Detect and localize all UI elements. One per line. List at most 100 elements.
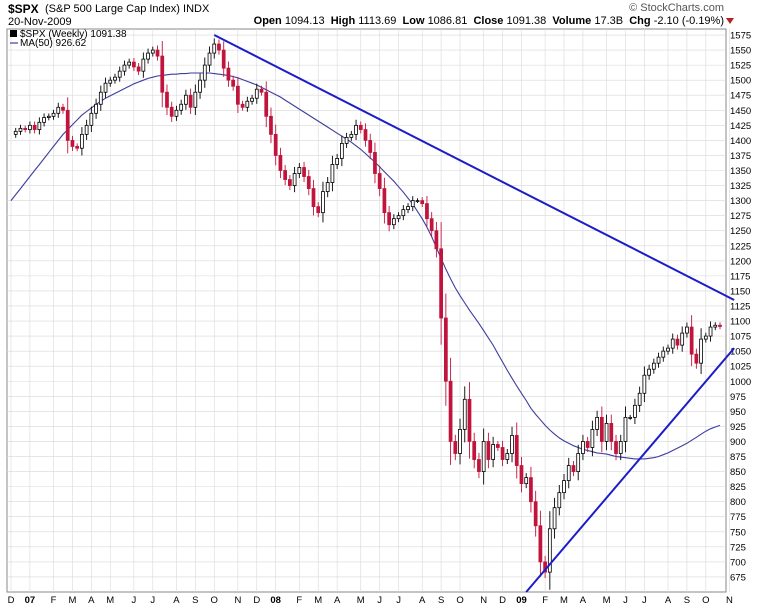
candle-body [552, 507, 557, 530]
candle-body [571, 465, 576, 472]
candle-body [633, 404, 637, 418]
volume-value: 17.3B [594, 15, 624, 27]
chg-label: Chg [629, 15, 651, 27]
ma-line [10, 72, 721, 460]
candle-body [146, 52, 150, 60]
candle-body [566, 465, 571, 482]
candle-body [160, 55, 165, 93]
x-tick-label: A [88, 595, 95, 606]
candle-body [533, 501, 538, 527]
x-tick-label: N [480, 595, 487, 606]
candle-body [557, 492, 562, 509]
y-tick-label: 1450 [730, 106, 751, 117]
legend-ma: MA(50) 926.62 [20, 38, 87, 49]
y-tick-label: 1125 [730, 301, 750, 312]
x-tick-label: O [211, 595, 218, 606]
candle-body [670, 338, 675, 349]
x-tick-label: 08 [270, 595, 281, 606]
candle-body [56, 106, 61, 114]
candle-body [184, 94, 188, 105]
candle-body [127, 61, 132, 66]
y-tick-label: 1225 [730, 241, 751, 252]
candle-body [415, 200, 420, 203]
y-tick-label: 1175 [730, 271, 750, 282]
candle-body [325, 182, 330, 192]
candle-body [519, 465, 524, 485]
candle-body [420, 200, 425, 205]
candle-body [141, 58, 146, 72]
y-tick-label: 1100 [730, 317, 750, 328]
candle-body [340, 143, 344, 159]
candle-body [680, 332, 685, 346]
x-tick-label: F [296, 595, 302, 606]
candle-body [23, 127, 28, 130]
candle-body [349, 133, 354, 138]
candle-body [108, 79, 113, 84]
candle-body [202, 64, 207, 81]
x-tick-label: J [623, 595, 628, 606]
candle-body [439, 248, 443, 319]
candle-body [382, 188, 387, 214]
x-tick-label: J [377, 595, 382, 606]
candle-body [585, 441, 590, 448]
candle-body [500, 447, 505, 460]
candle-body [122, 64, 127, 72]
y-tick-label: 825 [730, 482, 746, 493]
candle-body [699, 338, 703, 364]
open-label: Open [253, 15, 282, 27]
x-tick-label: M [106, 595, 114, 606]
x-tick-label: D [8, 595, 15, 606]
candle-body [396, 215, 401, 220]
candle-body [28, 124, 32, 130]
x-tick-label: S [438, 595, 444, 606]
candle-body [410, 200, 415, 208]
low-value: 1086.81 [427, 15, 468, 27]
candle-body [155, 49, 160, 57]
candle-body [193, 91, 198, 108]
y-tick-label: 1050 [730, 347, 751, 358]
high-label: High [330, 15, 356, 27]
candle-body [481, 441, 486, 472]
trendline-resistance [213, 34, 735, 301]
candle-body [150, 49, 155, 54]
candle-body [42, 117, 46, 123]
volume-label: Volume [552, 15, 592, 27]
candle-body [529, 477, 533, 503]
brand-link[interactable]: © StockCharts.com [629, 2, 724, 14]
chg-value: -2.10 (-0.19%) [653, 15, 724, 27]
y-axis-labels: 675 700 725 750 775 800 825 850 875 900 925 950 975 1… [730, 31, 751, 584]
candle-body [642, 374, 647, 394]
y-tick-label: 1325 [730, 181, 751, 192]
candle-body [311, 188, 316, 208]
candle-body [316, 206, 321, 214]
y-tick-label: 900 [730, 437, 746, 448]
candle-body [358, 124, 363, 130]
x-tick-label: J [396, 595, 401, 606]
candle-body [685, 326, 689, 334]
candle-body [321, 191, 325, 214]
y-tick-label: 750 [730, 527, 746, 538]
candle-body [51, 112, 56, 117]
candle-body [618, 441, 623, 454]
x-tick-label: M [68, 595, 76, 606]
candle-body [628, 416, 633, 419]
candle-body [250, 97, 254, 102]
x-tick-label: A [173, 595, 180, 606]
x-tick-label: J [642, 595, 647, 606]
candle-body [675, 338, 680, 346]
candle-body [656, 356, 661, 364]
candle-body [80, 133, 84, 149]
y-tick-label: 1000 [730, 377, 751, 388]
x-tick-label: N [726, 595, 733, 606]
candle-body [98, 91, 103, 105]
candle-body [113, 76, 117, 81]
y-tick-label: 925 [730, 422, 746, 433]
close-label: Close [473, 15, 504, 27]
candle-body [495, 444, 500, 448]
candle-body [217, 43, 221, 51]
candle-body [637, 392, 642, 406]
candle-body [448, 380, 453, 442]
y-tick-label: 975 [730, 392, 746, 403]
candle-body [169, 106, 174, 117]
